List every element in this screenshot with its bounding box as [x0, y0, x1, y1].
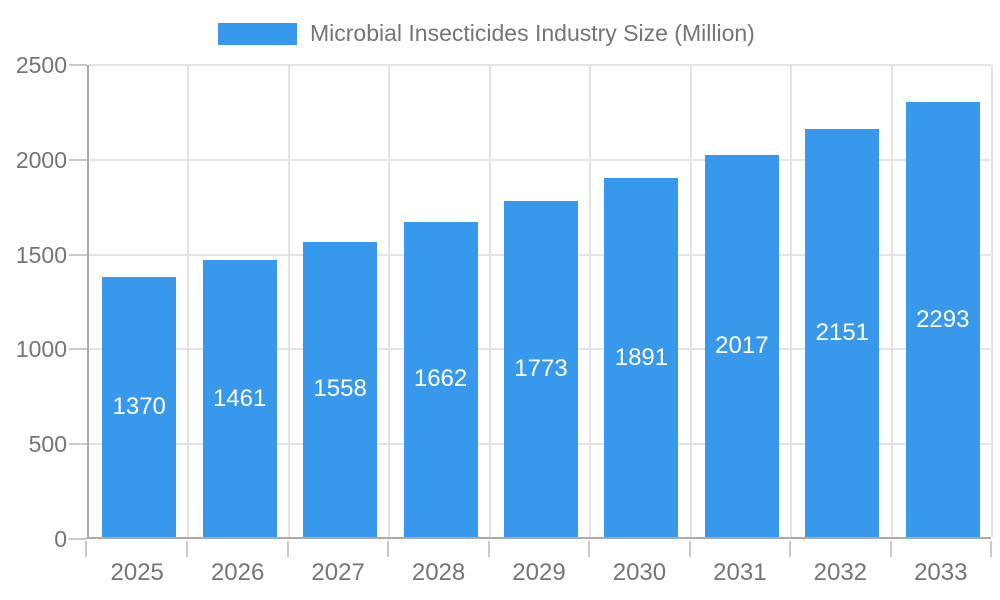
x-axis-tick-label: 2032 — [813, 559, 868, 586]
bar: 1773 — [504, 200, 578, 537]
x-gridline — [488, 65, 491, 537]
x-axis-tick — [688, 541, 691, 557]
bar-value-label: 1461 — [212, 384, 267, 412]
y-axis-tick — [69, 158, 87, 161]
y-gridline — [89, 158, 991, 161]
x-axis-tick — [889, 541, 892, 557]
x-axis-tick — [789, 541, 792, 557]
x-axis-tick — [990, 541, 992, 557]
bar: 1461 — [202, 260, 277, 537]
x-axis-tick — [85, 541, 87, 557]
y-axis-tick — [69, 64, 87, 66]
bar: 2017 — [704, 154, 779, 537]
y-axis-tick-label: 1500 — [15, 241, 67, 268]
legend-swatch-icon — [218, 22, 297, 45]
x-axis-tick-label: 2030 — [612, 559, 667, 586]
x-axis-tick-label: 2031 — [713, 559, 767, 586]
y-axis-tick — [69, 348, 87, 351]
x-gridline — [187, 65, 190, 537]
x-axis-tick — [387, 541, 390, 557]
bar-value-label: 1773 — [514, 354, 568, 382]
x-axis-tick — [286, 541, 289, 557]
plot-area: 1370 1461 1558 1662 1773 1891 2017 2151 2293 — [87, 64, 993, 539]
x-axis-tick — [487, 541, 490, 557]
legend-label: Microbial Insecticides Industry Size (Mi… — [310, 20, 755, 46]
bar-value-label: 2017 — [715, 331, 769, 359]
x-gridline — [790, 65, 793, 537]
bar: 1370 — [102, 277, 177, 537]
x-axis-tick-label: 2026 — [210, 559, 265, 586]
bar: 2293 — [905, 102, 980, 537]
y-gridline — [89, 64, 991, 66]
x-gridline — [589, 65, 592, 537]
bar-value-label: 1662 — [413, 365, 468, 393]
bar-value-label: 1891 — [614, 343, 669, 371]
x-axis-tick-label: 2025 — [110, 559, 164, 586]
x-gridline — [689, 65, 692, 537]
y-axis-tick-label: 2000 — [15, 146, 67, 173]
chart-legend: Microbial Insecticides Industry Size (Mi… — [218, 20, 755, 47]
y-axis-tick-label: 500 — [28, 431, 67, 458]
bar-value-label: 2151 — [815, 319, 870, 347]
x-axis-tick — [588, 541, 591, 557]
x-gridline — [890, 65, 893, 537]
x-gridline — [991, 65, 993, 537]
x-axis-tick — [186, 541, 189, 557]
y-axis-tick — [69, 253, 87, 256]
bar: 1891 — [604, 178, 679, 537]
y-axis-tick-label: 0 — [54, 526, 67, 552]
bar: 1662 — [403, 221, 478, 537]
x-axis-tick-label: 2027 — [311, 559, 365, 586]
y-axis-tick — [69, 443, 87, 446]
bar-value-label: 2293 — [916, 305, 970, 333]
x-gridline — [388, 65, 391, 537]
bar-value-label: 1370 — [112, 393, 166, 421]
x-axis-tick-label: 2028 — [411, 559, 466, 586]
y-axis-tick — [69, 538, 87, 540]
y-axis-tick-label: 2500 — [15, 52, 67, 78]
bar-value-label: 1558 — [313, 375, 367, 403]
x-gridline — [287, 65, 290, 537]
bar: 2151 — [805, 129, 880, 537]
x-axis-tick-label: 2029 — [512, 559, 566, 586]
x-axis-tick-label: 2033 — [914, 559, 968, 586]
bar: 1558 — [303, 241, 378, 537]
y-axis-tick-label: 1000 — [15, 336, 67, 363]
